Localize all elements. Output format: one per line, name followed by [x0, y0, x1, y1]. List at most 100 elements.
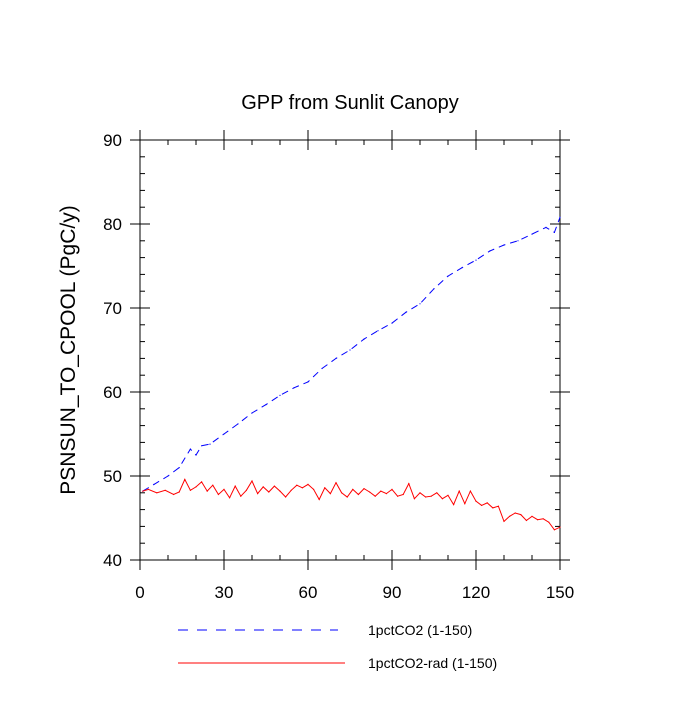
series-0-point	[503, 244, 505, 246]
series-1-point	[223, 488, 225, 490]
x-tick-label: 0	[135, 583, 144, 602]
y-axis-label: PSNSUN_TO_CPOOL (PgC/y)	[57, 205, 80, 494]
series-1-point	[335, 482, 337, 484]
y-tick-label: 40	[103, 551, 122, 570]
series-1-point	[257, 493, 259, 495]
series-1-point	[425, 496, 427, 498]
series-1-point	[531, 515, 533, 517]
series-0-point	[489, 250, 491, 252]
series-1-point	[318, 498, 320, 501]
series-1-point	[430, 495, 432, 497]
series-1-point	[147, 488, 149, 490]
series-1-point	[357, 493, 359, 496]
plot-border	[139, 139, 561, 561]
series-1-point	[447, 494, 449, 496]
series-0-point	[321, 367, 323, 370]
series-1-point	[380, 490, 382, 492]
y-tick-label: 60	[103, 383, 122, 402]
series-1-point	[408, 483, 410, 485]
x-tick-label: 30	[215, 583, 234, 602]
series-1-point	[509, 515, 511, 517]
series-0-point	[335, 357, 337, 359]
series-line-0	[142, 217, 561, 492]
x-tick-label: 90	[383, 583, 402, 602]
series-line-1	[142, 478, 561, 531]
series-0-point	[189, 448, 191, 450]
series-1-point	[352, 488, 354, 490]
series-1-point	[413, 498, 415, 500]
axis-ticks	[130, 130, 570, 570]
series-1-point	[419, 492, 421, 494]
series-0-point	[349, 349, 351, 351]
series-1-point	[240, 495, 242, 497]
series-1-point	[537, 519, 539, 521]
series-0-point	[475, 259, 477, 261]
series-1-point	[374, 495, 376, 497]
series-1-point	[142, 490, 144, 492]
series-1-point	[475, 500, 477, 502]
series-1-point	[402, 493, 404, 496]
series-1-point	[206, 490, 208, 492]
legend: 1pctCO2 (1-150) 1pctCO2-rad (1-150)	[178, 622, 497, 671]
series-0-point	[223, 433, 225, 435]
series-1-point	[441, 498, 443, 500]
series-1-point	[313, 488, 315, 490]
data-series	[142, 217, 561, 531]
series-1-point	[559, 526, 561, 528]
series-1-point	[514, 512, 516, 514]
series-1-point	[268, 491, 270, 493]
series-1-point	[245, 489, 247, 491]
series-0-point	[447, 275, 449, 277]
series-1-point	[189, 489, 191, 491]
series-1-point	[201, 481, 203, 483]
series-0-point	[461, 267, 463, 269]
series-1-point	[156, 492, 158, 494]
series-0-point	[279, 394, 281, 396]
series-0-point	[195, 454, 197, 456]
series-1-point	[324, 487, 326, 489]
legend-label-1pctco2: 1pctCO2 (1-150)	[368, 622, 472, 638]
series-1-point	[173, 493, 175, 496]
series-1-point	[184, 478, 186, 480]
y-tick-label: 90	[103, 131, 122, 150]
series-1-point	[525, 519, 528, 522]
data-points	[142, 216, 561, 531]
series-1-point	[520, 514, 522, 516]
series-1-point	[164, 489, 166, 491]
series-1-point	[346, 496, 348, 498]
series-1-point	[285, 496, 287, 498]
legend-label-1pctco2-rad: 1pctCO2-rad (1-150)	[368, 655, 497, 671]
x-tick-label: 120	[462, 583, 490, 602]
series-1-point	[453, 504, 455, 506]
series-0-point	[293, 387, 295, 389]
series-1-point	[178, 491, 180, 493]
x-tick-label: 150	[546, 583, 574, 602]
series-0-point	[553, 231, 556, 233]
series-1-point	[195, 486, 197, 488]
series-1-point	[369, 491, 371, 493]
x-tick-label: 60	[299, 583, 318, 602]
chart-title: GPP from Sunlit Canopy	[241, 92, 459, 114]
series-0-point	[201, 445, 203, 447]
series-0-point	[307, 381, 309, 383]
series-1-point	[486, 502, 488, 504]
series-1-point	[329, 493, 331, 495]
series-1-point	[542, 518, 544, 520]
y-tick-label: 70	[103, 299, 122, 318]
series-0-point	[153, 483, 155, 485]
tick-labels: 0 30 60 90 120 150 40 50 60 70 80 90	[103, 131, 574, 602]
series-1-point	[307, 483, 309, 485]
series-0-point	[265, 404, 267, 406]
y-tick-label: 50	[103, 467, 122, 486]
series-1-point	[469, 490, 471, 492]
series-1-point	[279, 490, 281, 492]
series-1-point	[436, 492, 438, 494]
series-0-point	[178, 467, 180, 469]
series-0-point	[209, 443, 211, 445]
series-1-point	[262, 486, 264, 488]
series-1-point	[503, 520, 505, 523]
series-1-point	[481, 504, 483, 506]
series-0-point	[517, 240, 519, 242]
